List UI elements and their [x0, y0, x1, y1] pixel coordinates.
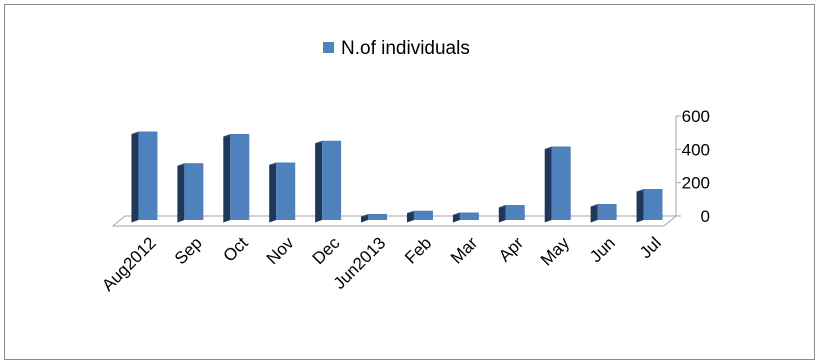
bar — [269, 162, 296, 223]
bar-side — [315, 140, 323, 223]
bar — [590, 204, 617, 223]
bar-side — [223, 134, 231, 223]
bar — [452, 212, 479, 223]
x-category-label: Apr — [495, 233, 527, 265]
x-category-label: Sep — [171, 233, 206, 268]
x-category-label: Dec — [309, 233, 344, 268]
bar-front — [184, 163, 204, 220]
bar-chart: N.of individuals 0 200 400 600 Aug2012 Sep Oc… — [98, 38, 710, 295]
bar — [131, 131, 158, 223]
bar-front — [138, 131, 158, 220]
bar-front — [505, 205, 525, 220]
bar-front — [643, 189, 663, 220]
bar — [361, 214, 388, 223]
bar — [315, 140, 342, 223]
bars — [131, 131, 663, 223]
x-category-label: Aug2012 — [98, 233, 160, 295]
bar — [406, 210, 433, 223]
x-category-label: Mar — [447, 233, 481, 267]
bar-front — [597, 204, 617, 220]
chart-floor — [111, 215, 678, 227]
x-category-label: Feb — [401, 233, 435, 267]
x-category-label: Nov — [263, 233, 298, 268]
bar-front — [368, 214, 388, 220]
bar-front — [322, 140, 342, 220]
x-category-label: May — [537, 233, 573, 269]
bar-front — [230, 134, 250, 220]
x-category-label: Jun — [586, 233, 619, 266]
bar-side — [636, 189, 644, 223]
legend-swatch — [323, 42, 334, 53]
bar-front — [413, 210, 433, 220]
bar-side — [452, 212, 460, 223]
bar-side — [590, 204, 598, 223]
bar — [544, 146, 571, 223]
bar-side — [269, 162, 277, 223]
bar-side — [406, 210, 414, 223]
y-tick-label: 400 — [682, 140, 710, 159]
bar — [636, 189, 663, 223]
chart-frame: N.of individuals 0 200 400 600 Aug2012 Sep Oc… — [4, 4, 815, 360]
y-tick-label: 200 — [682, 174, 710, 193]
y-tick-label: 600 — [682, 107, 710, 126]
x-category-label: Oct — [219, 233, 251, 265]
bar-side — [177, 163, 185, 223]
bar-front — [551, 146, 571, 220]
y-axis-ticks: 0 200 400 600 — [676, 107, 710, 226]
bar — [223, 134, 250, 223]
bar-side — [498, 205, 506, 223]
y-tick-label: 0 — [701, 207, 710, 226]
axes — [111, 116, 678, 227]
x-category-label: Jul — [636, 233, 665, 262]
legend-label: N.of individuals — [341, 38, 470, 59]
legend: N.of individuals — [323, 38, 470, 59]
bar-front — [459, 212, 479, 220]
bar-side — [544, 146, 552, 223]
bar-front — [276, 162, 296, 220]
bar — [177, 163, 204, 223]
bar-side — [131, 131, 139, 223]
bar — [498, 205, 525, 223]
